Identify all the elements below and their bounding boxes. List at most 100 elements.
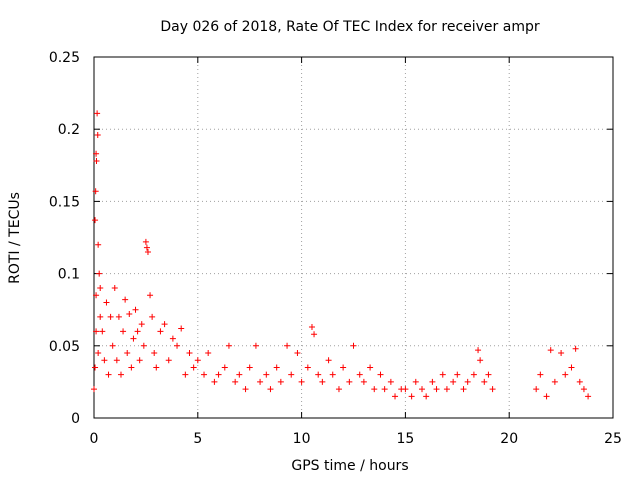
data-point [439,371,446,378]
data-point [572,345,579,352]
plot-frame [93,56,614,419]
data-point [325,357,332,364]
data-point [147,292,154,299]
data-point [105,371,112,378]
data-point [304,364,311,371]
data-point [308,324,315,331]
x-tick-label: 10 [293,431,311,447]
data-point [221,364,228,371]
data-point [489,386,496,393]
data-point [140,342,147,349]
data-point [95,241,102,248]
data-point [356,371,363,378]
y-tick-label: 0.25 [49,50,80,66]
data-point [151,350,158,357]
data-point [294,350,301,357]
data-point [99,328,106,335]
data-point [315,371,322,378]
data-point [547,347,554,354]
data-point [267,386,274,393]
data-point [298,378,305,385]
data-point [288,371,295,378]
data-point [122,296,129,303]
data-point [232,378,239,385]
data-point [95,350,102,357]
data-point [144,248,151,255]
data-point [450,378,457,385]
data-point [97,285,104,292]
data-point [377,371,384,378]
data-point [257,378,264,385]
data-point [94,110,101,117]
data-point [558,350,565,357]
y-axis-label: ROTI / TECUs [7,192,23,284]
data-point [419,386,426,393]
data-point [311,331,318,338]
data-point [93,292,100,299]
data-point [128,364,135,371]
data-point [346,378,353,385]
data-point [91,386,97,393]
data-point [277,378,284,385]
x-tick-label: 25 [604,431,622,447]
y-tick-label: 0.05 [49,339,80,355]
y-tick-label: 0.2 [58,122,80,138]
data-point [93,150,100,157]
data-point [402,386,409,393]
data-point [111,285,118,292]
data-point [412,378,419,385]
data-point [225,342,232,349]
data-point [284,342,291,349]
data-point [562,371,569,378]
data-point [367,364,374,371]
data-point [92,364,99,371]
x-axis-label: GPS time / hours [291,458,408,474]
data-point [92,188,99,195]
x-tick-label: 20 [500,431,518,447]
data-point [580,386,587,393]
ticks: 0 5 10 15 20 25 0 0.05 0.1 0.15 0.2 0.25 [49,50,622,447]
data-point [551,378,558,385]
data-point [201,371,208,378]
data-point [387,378,394,385]
data-point [101,357,108,364]
data-point [126,311,133,318]
data-point [252,342,259,349]
data-point [194,357,201,364]
data-point [408,393,415,400]
data-point [423,393,430,400]
data-point [132,306,139,313]
data-point [429,378,436,385]
data-point [94,131,101,138]
data-point [273,364,280,371]
data-point [392,393,399,400]
data-point [576,378,583,385]
data-point [120,328,127,335]
data-point [263,371,270,378]
data-point [93,157,100,164]
data-point [138,321,145,328]
data-point [178,325,185,332]
data-point [97,313,104,320]
data-point [153,364,160,371]
data-point [136,357,143,364]
data-point [143,244,150,251]
y-tick-label: 0.15 [49,194,80,210]
data-point [190,364,197,371]
data-point [246,364,253,371]
grid [94,57,613,418]
data-point [537,371,544,378]
data-point [124,350,131,357]
data-point [169,335,176,342]
chart-title: Day 026 of 2018, Rate Of TEC Index for r… [160,19,539,35]
data-point [470,371,477,378]
data-point [533,386,540,393]
data-point [443,386,450,393]
data-point [117,371,124,378]
data-point [109,342,116,349]
data-point [335,386,342,393]
x-tick-label: 5 [193,431,202,447]
data-point [568,364,575,371]
data-point [182,371,189,378]
data-point [477,357,484,364]
